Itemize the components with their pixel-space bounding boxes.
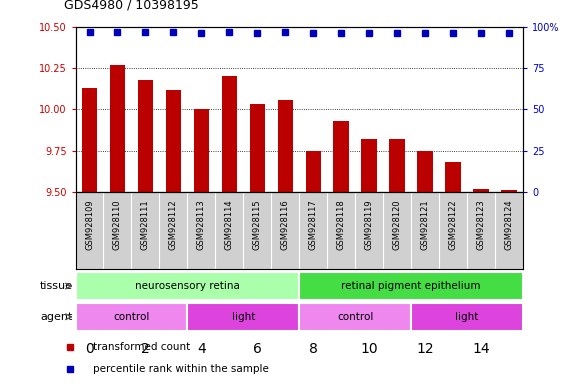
Bar	[187, 303, 299, 331]
Bar	[474, 189, 489, 192]
Text: transformed count: transformed count	[93, 342, 190, 352]
Text: GSM928123: GSM928123	[476, 200, 486, 250]
Text: GSM928112: GSM928112	[169, 200, 178, 250]
Bar	[82, 88, 97, 192]
Text: GSM928122: GSM928122	[449, 200, 457, 250]
Bar	[417, 151, 433, 192]
Text: control: control	[337, 312, 374, 322]
Bar	[411, 303, 523, 331]
Text: GDS4980 / 10398195: GDS4980 / 10398195	[64, 0, 199, 12]
Text: neurosensory retina: neurosensory retina	[135, 281, 240, 291]
Text: GSM928119: GSM928119	[365, 200, 374, 250]
Bar	[250, 104, 265, 192]
Text: GSM928120: GSM928120	[393, 200, 401, 250]
Bar	[445, 162, 461, 192]
Text: control: control	[113, 312, 150, 322]
Bar	[76, 272, 299, 300]
Bar	[221, 76, 237, 192]
Bar	[166, 89, 181, 192]
Bar	[333, 121, 349, 192]
Text: light: light	[232, 312, 255, 322]
Bar	[193, 109, 209, 192]
Text: agent: agent	[40, 312, 73, 322]
Bar	[306, 151, 321, 192]
Bar	[299, 303, 411, 331]
Bar	[361, 139, 377, 192]
Bar	[389, 139, 405, 192]
Text: GSM928110: GSM928110	[113, 200, 122, 250]
Text: GSM928118: GSM928118	[336, 200, 346, 250]
Bar	[278, 99, 293, 192]
Bar	[299, 272, 523, 300]
Text: GSM928116: GSM928116	[281, 200, 290, 250]
Text: GSM928117: GSM928117	[309, 200, 318, 250]
Text: GSM928109: GSM928109	[85, 200, 94, 250]
Bar	[138, 80, 153, 192]
Text: light: light	[456, 312, 479, 322]
Text: GSM928121: GSM928121	[421, 200, 429, 250]
Bar	[76, 303, 187, 331]
Text: GSM928115: GSM928115	[253, 200, 262, 250]
Bar	[110, 65, 125, 192]
Text: GSM928124: GSM928124	[504, 200, 514, 250]
Text: GSM928111: GSM928111	[141, 200, 150, 250]
Text: percentile rank within the sample: percentile rank within the sample	[93, 364, 269, 374]
Text: GSM928114: GSM928114	[225, 200, 234, 250]
Text: GSM928113: GSM928113	[197, 200, 206, 250]
Text: tissue: tissue	[40, 281, 73, 291]
Bar	[501, 190, 517, 192]
Text: retinal pigment epithelium: retinal pigment epithelium	[341, 281, 481, 291]
